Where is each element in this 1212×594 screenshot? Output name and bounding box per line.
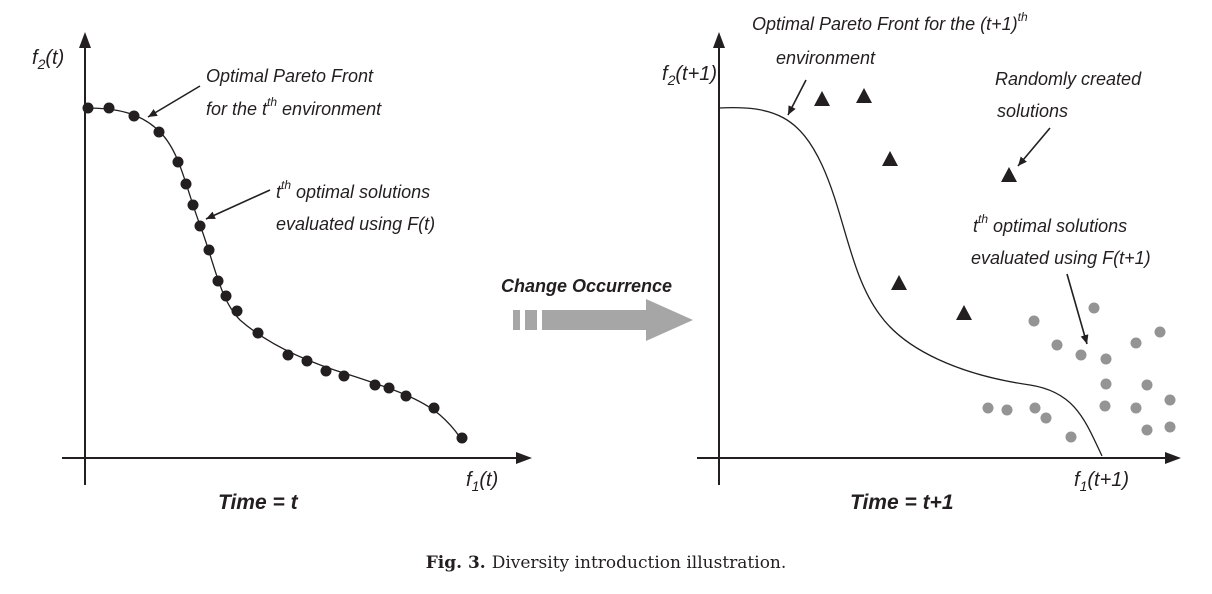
evaluated-solution-dot-13 [982, 402, 994, 414]
caption-prefix: Fig. 3. [426, 553, 486, 573]
random-pointer-arrow [1017, 127, 1051, 167]
left-solution-dot-7 [187, 199, 199, 211]
figure-caption: Fig. 3. Diversity introduction illustrati… [426, 553, 787, 573]
left-solution-dot-8 [194, 220, 206, 232]
left-time-label: Time = t [218, 491, 299, 514]
left-solution-dot-14 [282, 349, 294, 361]
left-solution-dot-15 [301, 355, 313, 367]
left-solution-dot-1 [82, 102, 94, 114]
evaluated-solution-dot-3 [1154, 326, 1166, 338]
left-solution-dot-22 [456, 432, 468, 444]
left-solution-dot-13 [252, 327, 264, 339]
evaluated-solution-dot-19 [1164, 421, 1176, 433]
left-x-axis-arrowhead [516, 452, 532, 464]
evaluated-solution-dot-8 [1100, 378, 1112, 390]
right-solutions-pointer-arrow [1066, 273, 1089, 345]
left-solutions-pointer-arrow [205, 189, 271, 220]
evaluated-solution-dot-6 [1075, 349, 1087, 361]
change-arrow-dash-1 [513, 310, 520, 330]
evaluated-solution-dot-2 [1028, 315, 1040, 327]
change-arrow-shaft [542, 310, 649, 330]
evaluated-solution-dot-15 [1029, 402, 1041, 414]
evaluated-solution-dot-16 [1040, 412, 1052, 424]
right-solutions-label-line1: tth optimal solutions [973, 212, 1127, 236]
left-solution-dot-4 [153, 126, 165, 138]
left-solution-dot-6 [180, 178, 192, 190]
random-solution-triangle-1 [814, 91, 830, 106]
left-solution-dot-17 [338, 370, 350, 382]
evaluated-solution-dot-7 [1100, 353, 1112, 365]
evaluated-solution-dot-1 [1088, 302, 1100, 314]
evaluated-solution-dot-14 [1001, 404, 1013, 416]
left-pareto-front-curve [84, 107, 463, 441]
evaluated-solution-dot-4 [1051, 339, 1063, 351]
random-solution-triangle-2 [856, 88, 872, 103]
left-solution-dot-20 [400, 390, 412, 402]
right-y-axis-arrowhead [713, 32, 725, 48]
random-label-line2: solutions [997, 101, 1068, 121]
random-solution-triangle-4 [1001, 167, 1017, 182]
left-x-axis-label: f1(t) [466, 469, 498, 494]
right-front-pointer-arrow [787, 79, 807, 116]
change-arrow-head [646, 299, 693, 341]
evaluated-solution-dot-11 [1130, 402, 1142, 414]
right-evaluated-solutions [982, 302, 1176, 443]
left-solution-dot-18 [369, 379, 381, 391]
left-solution-dot-21 [428, 402, 440, 414]
left-panel: f2(t) f1(t) Time = t Optimal Pareto Fron… [32, 32, 532, 514]
left-y-axis-arrowhead [79, 32, 91, 48]
random-label-line1: Randomly created [995, 69, 1142, 89]
left-solution-dot-5 [172, 156, 184, 168]
evaluated-solution-dot-12 [1164, 394, 1176, 406]
random-solution-triangle-3 [882, 151, 898, 166]
left-solution-dot-12 [231, 305, 243, 317]
left-solution-dot-2 [103, 102, 115, 114]
evaluated-solution-dot-5 [1130, 337, 1142, 349]
left-solution-dot-11 [220, 290, 232, 302]
left-front-pointer-arrow [147, 85, 201, 118]
left-solution-dot-16 [320, 365, 332, 377]
caption-text: Diversity introduction illustration. [492, 553, 787, 573]
left-front-label-line1: Optimal Pareto Front [206, 66, 374, 86]
change-occurrence-label: Change Occurrence [501, 276, 672, 296]
right-panel: f2(t+1) f1(t+1) Time = t+1 Optimal Paret… [662, 10, 1181, 514]
right-front-label-line1: Optimal Pareto Front for the (t+1)th [752, 10, 1028, 34]
change-occurrence-group: Change Occurrence [501, 276, 693, 341]
evaluated-solution-dot-10 [1099, 400, 1111, 412]
random-solutions [814, 88, 1017, 320]
left-solution-dot-3 [128, 110, 140, 122]
right-pareto-front-curve [718, 106, 1103, 457]
right-front-label-line2: environment [776, 48, 876, 68]
left-solution-dot-19 [383, 382, 395, 394]
right-solutions-label-line2: evaluated using F(t+1) [971, 248, 1151, 268]
evaluated-solution-dot-9 [1141, 379, 1153, 391]
left-optimal-solutions [82, 102, 468, 444]
left-solutions-label-line2: evaluated using F(t) [276, 214, 435, 234]
left-solution-dot-9 [203, 244, 215, 256]
right-x-axis-arrowhead [1165, 452, 1181, 464]
right-time-label: Time = t+1 [850, 491, 954, 514]
evaluated-solution-dot-18 [1141, 424, 1153, 436]
left-front-label-line2: for the tth environment [206, 95, 382, 119]
right-y-axis-label: f2(t+1) [662, 63, 717, 88]
right-x-axis-label: f1(t+1) [1074, 469, 1129, 494]
left-solution-dot-10 [212, 275, 224, 287]
left-solutions-label-line1: tth optimal solutions [276, 178, 430, 202]
left-y-axis-label: f2(t) [32, 47, 64, 72]
random-solution-triangle-5 [891, 275, 907, 290]
change-arrow-dash-2 [525, 310, 537, 330]
evaluated-solution-dot-17 [1065, 431, 1077, 443]
random-solution-triangle-6 [956, 305, 972, 320]
